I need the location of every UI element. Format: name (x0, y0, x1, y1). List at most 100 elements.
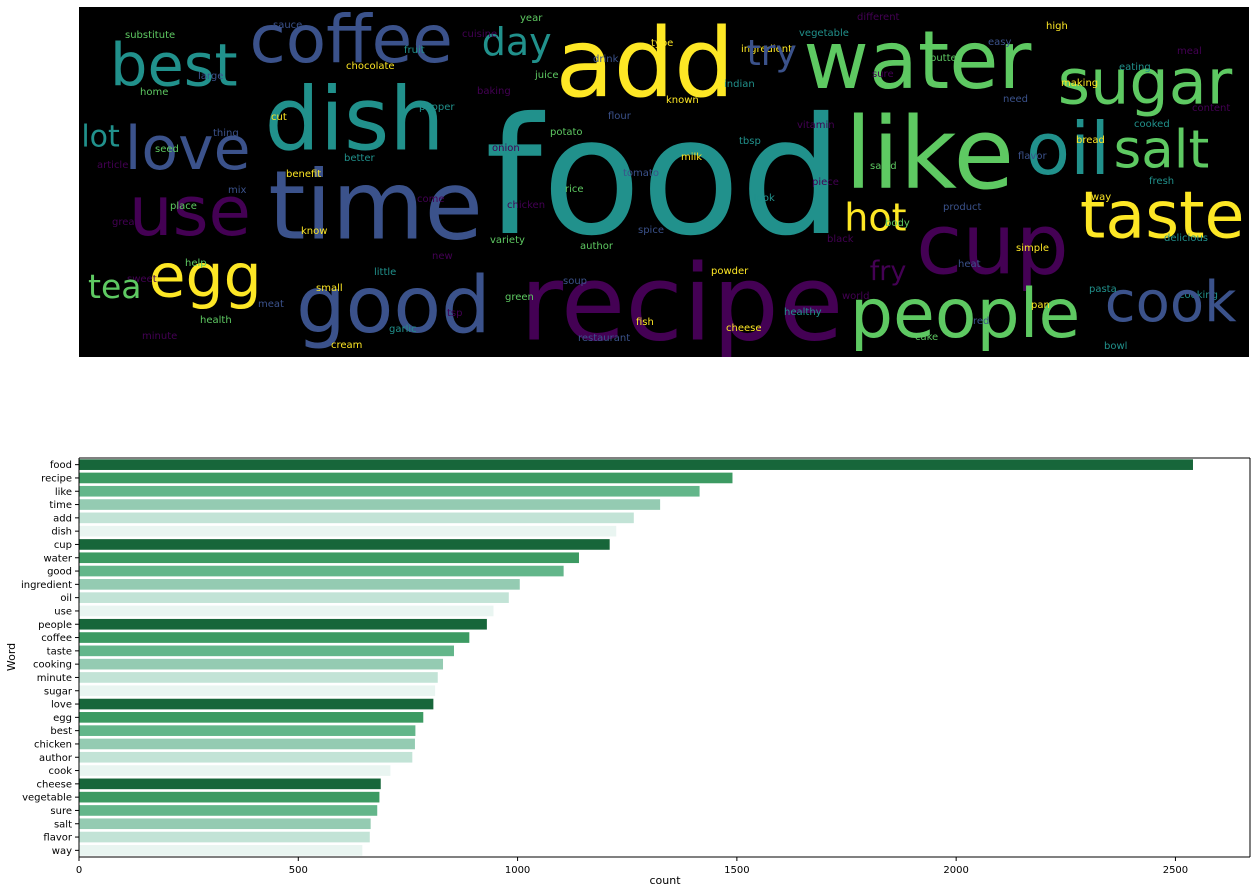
cloud-word: food (485, 84, 843, 272)
y-axis-label: Word (5, 643, 18, 671)
cloud-word: different (857, 12, 900, 23)
cloud-word: garlic (389, 324, 417, 335)
x-tick-label: 0 (76, 865, 82, 876)
cloud-word: cream (331, 340, 362, 351)
cloud-word: add (556, 9, 735, 119)
cloud-word: juice (534, 70, 559, 81)
x-tick-label: 500 (289, 865, 308, 876)
cloud-word: bowl (1104, 341, 1127, 352)
cloud-word: chicken (507, 200, 545, 211)
cloud-word: dish (265, 69, 445, 171)
cloud-word: red (973, 316, 989, 327)
bar-salt (79, 818, 371, 830)
cloud-word: year (520, 13, 543, 24)
cloud-word: fry (870, 256, 907, 287)
cloud-word: fish (636, 317, 654, 328)
y-tick-label: ingredient (21, 580, 72, 591)
cloud-word: cake (915, 332, 938, 343)
bar-best (79, 725, 416, 736)
bar-cheese (79, 778, 381, 790)
cloud-word: soup (563, 276, 587, 287)
cloud-word: easy (988, 37, 1011, 48)
cloud-word: tea (88, 267, 141, 306)
cloud-word: fruit (404, 45, 425, 56)
cloud-word: piece (812, 177, 839, 188)
cloud-word: look (754, 193, 775, 204)
cloud-word: tsp (447, 308, 462, 319)
cloud-word: powder (711, 266, 749, 277)
bar-dish (79, 525, 617, 537)
x-axis-label: count (649, 874, 681, 887)
bar-sure (79, 805, 378, 816)
y-tick-label: author (39, 753, 73, 764)
cloud-word: recipe (520, 243, 844, 357)
cloud-word: flour (608, 111, 632, 122)
bar-water (79, 552, 579, 564)
bar-like (79, 485, 700, 497)
cloud-word: good (296, 261, 490, 351)
cloud-word: cut (271, 112, 287, 123)
cloud-word: cuisine (462, 29, 497, 40)
cloud-word: chocolate (346, 61, 395, 72)
cloud-word: better (344, 153, 375, 164)
cloud-word: cheese (726, 323, 762, 334)
cloud-word: minute (142, 331, 177, 342)
cloud-word: great (112, 217, 139, 228)
y-tick-label: recipe (41, 473, 72, 484)
y-tick-label: egg (53, 713, 72, 724)
cloud-word: known (666, 95, 699, 106)
x-tick-label: 1000 (505, 865, 530, 876)
x-tick-label: 2500 (1163, 865, 1188, 876)
cloud-word: mix (228, 185, 247, 196)
y-tick-label: good (47, 567, 72, 578)
cloud-word: pan (1031, 300, 1050, 311)
bar-coffee (79, 632, 470, 643)
y-tick-label: cook (48, 766, 72, 777)
bar-cook (79, 765, 391, 776)
y-tick-label: food (50, 460, 72, 471)
y-tick-label: cooking (33, 660, 72, 671)
cloud-word: sweet (127, 274, 157, 285)
cloud-word: coffee (249, 7, 452, 78)
cloud-word: small (316, 283, 343, 294)
cloud-word: world (842, 291, 870, 302)
bar-minute (79, 672, 438, 683)
y-tick-label: best (50, 726, 72, 737)
cloud-word: content (1192, 103, 1230, 114)
y-tick-label: cup (54, 540, 72, 551)
bar-egg (79, 712, 424, 723)
cloud-word: ingredient (741, 44, 792, 55)
cloud-word: place (170, 201, 197, 212)
cloud-word: rice (565, 184, 584, 195)
cloud-word: day (482, 20, 552, 64)
bar-chicken (79, 738, 415, 750)
y-tick-label: vegetable (22, 793, 72, 804)
cloud-word: fresh (1149, 176, 1174, 187)
cloud-word: body (885, 218, 910, 229)
bar-author (79, 751, 413, 763)
cloud-word: home (140, 87, 168, 98)
cloud-word: love (125, 114, 251, 184)
x-tick-label: 1500 (724, 865, 749, 876)
cloud-word: delicious (1164, 233, 1208, 244)
bar-recipe (79, 472, 733, 484)
y-tick-label: time (49, 500, 72, 511)
cloud-word: author (580, 241, 614, 252)
cloud-word: lot (81, 119, 120, 154)
bar-good (79, 565, 564, 577)
cloud-word: cooked (1134, 119, 1170, 130)
y-tick-label: use (54, 606, 72, 617)
bar-love (79, 698, 434, 710)
bar-way (79, 845, 363, 856)
cloud-word: salt (1114, 120, 1210, 181)
x-ticks: 0 500 1000 1500 2000 2500 (76, 857, 1188, 876)
cloud-word: benefit (286, 169, 321, 180)
word-count-bar-chart: food recipe like time add dish cup water good ing… (5, 457, 1251, 887)
y-tick-label: chicken (34, 739, 72, 750)
cloud-word: pepper (419, 102, 455, 113)
cloud-word: milk (681, 152, 702, 163)
y-tick-label: cheese (36, 779, 72, 790)
bar-cup (79, 539, 610, 550)
cloud-word: sugar (1058, 45, 1233, 118)
